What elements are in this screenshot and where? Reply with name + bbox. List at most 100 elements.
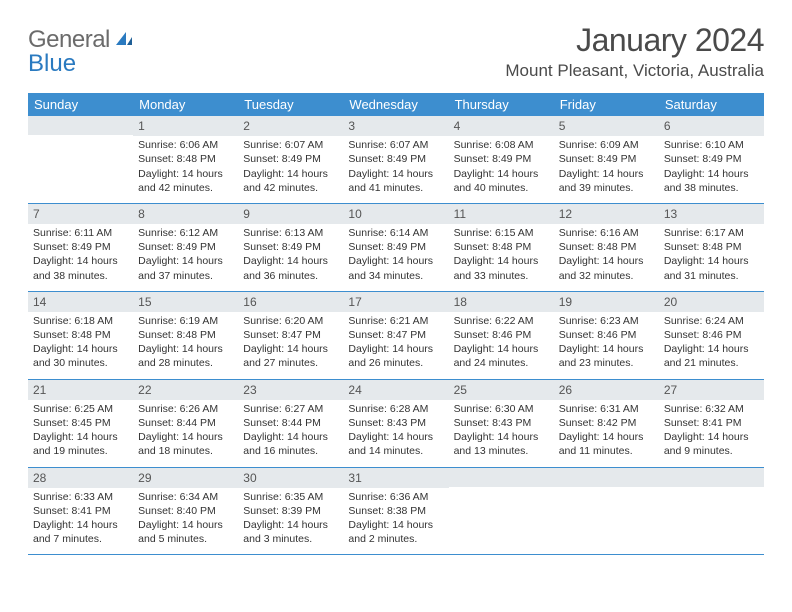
day-detail-line: Sunrise: 6:22 AM [454, 314, 549, 328]
day-detail-line: Daylight: 14 hours and 36 minutes. [243, 254, 338, 282]
calendar-day: 26Sunrise: 6:31 AMSunset: 8:42 PMDayligh… [554, 380, 659, 467]
day-number: 20 [659, 292, 764, 312]
day-detail-line: Sunrise: 6:08 AM [454, 138, 549, 152]
day-number: 9 [238, 204, 343, 224]
calendar-week: 28Sunrise: 6:33 AMSunset: 8:41 PMDayligh… [28, 468, 764, 556]
day-number: 26 [554, 380, 659, 400]
day-detail-line: Sunrise: 6:09 AM [559, 138, 654, 152]
day-detail-line: Daylight: 14 hours and 18 minutes. [138, 430, 233, 458]
calendar-day: 4Sunrise: 6:08 AMSunset: 8:49 PMDaylight… [449, 116, 554, 203]
day-detail-line: Sunset: 8:48 PM [33, 328, 128, 342]
day-detail-line: Sunrise: 6:25 AM [33, 402, 128, 416]
calendar-day: 21Sunrise: 6:25 AMSunset: 8:45 PMDayligh… [28, 380, 133, 467]
day-detail-line: Sunrise: 6:16 AM [559, 226, 654, 240]
calendar-week: 14Sunrise: 6:18 AMSunset: 8:48 PMDayligh… [28, 292, 764, 380]
logo-word-2: Blue [28, 50, 76, 77]
calendar-day: 30Sunrise: 6:35 AMSunset: 8:39 PMDayligh… [238, 468, 343, 555]
day-detail-line: Sunset: 8:46 PM [559, 328, 654, 342]
dow-sunday: Sunday [28, 93, 133, 116]
day-detail-line: Sunset: 8:49 PM [33, 240, 128, 254]
calendar-day: 10Sunrise: 6:14 AMSunset: 8:49 PMDayligh… [343, 204, 448, 291]
calendar-day: 2Sunrise: 6:07 AMSunset: 8:49 PMDaylight… [238, 116, 343, 203]
day-detail: Sunrise: 6:16 AMSunset: 8:48 PMDaylight:… [554, 224, 659, 291]
dow-friday: Friday [554, 93, 659, 116]
day-detail-line: Sunrise: 6:32 AM [664, 402, 759, 416]
dow-thursday: Thursday [449, 93, 554, 116]
day-detail-line: Sunrise: 6:30 AM [454, 402, 549, 416]
day-detail-line: Daylight: 14 hours and 2 minutes. [348, 518, 443, 546]
calendar-day: 25Sunrise: 6:30 AMSunset: 8:43 PMDayligh… [449, 380, 554, 467]
calendar-day [554, 468, 659, 555]
calendar-day: 20Sunrise: 6:24 AMSunset: 8:46 PMDayligh… [659, 292, 764, 379]
calendar-day: 16Sunrise: 6:20 AMSunset: 8:47 PMDayligh… [238, 292, 343, 379]
dow-monday: Monday [133, 93, 238, 116]
day-detail-line: Sunrise: 6:15 AM [454, 226, 549, 240]
calendar-day [449, 468, 554, 555]
logo-sail-icon [115, 31, 133, 47]
day-detail-line: Daylight: 14 hours and 26 minutes. [348, 342, 443, 370]
calendar-day: 1Sunrise: 6:06 AMSunset: 8:48 PMDaylight… [133, 116, 238, 203]
day-number: 31 [343, 468, 448, 488]
day-detail: Sunrise: 6:25 AMSunset: 8:45 PMDaylight:… [28, 400, 133, 467]
calendar-day: 6Sunrise: 6:10 AMSunset: 8:49 PMDaylight… [659, 116, 764, 203]
day-detail: Sunrise: 6:22 AMSunset: 8:46 PMDaylight:… [449, 312, 554, 379]
day-number: 22 [133, 380, 238, 400]
calendar-day: 31Sunrise: 6:36 AMSunset: 8:38 PMDayligh… [343, 468, 448, 555]
day-detail: Sunrise: 6:30 AMSunset: 8:43 PMDaylight:… [449, 400, 554, 467]
day-number: 23 [238, 380, 343, 400]
day-detail [28, 135, 133, 185]
day-detail [659, 487, 764, 537]
day-detail: Sunrise: 6:31 AMSunset: 8:42 PMDaylight:… [554, 400, 659, 467]
day-detail-line: Daylight: 14 hours and 42 minutes. [243, 167, 338, 195]
day-detail: Sunrise: 6:07 AMSunset: 8:49 PMDaylight:… [238, 136, 343, 203]
day-detail-line: Daylight: 14 hours and 38 minutes. [664, 167, 759, 195]
calendar-day [659, 468, 764, 555]
day-detail-line: Sunset: 8:49 PM [243, 240, 338, 254]
day-detail-line: Sunset: 8:44 PM [138, 416, 233, 430]
calendar-day: 14Sunrise: 6:18 AMSunset: 8:48 PMDayligh… [28, 292, 133, 379]
day-detail-line: Sunset: 8:48 PM [138, 152, 233, 166]
day-detail-line: Sunrise: 6:21 AM [348, 314, 443, 328]
day-detail-line: Sunrise: 6:11 AM [33, 226, 128, 240]
day-detail-line: Sunset: 8:45 PM [33, 416, 128, 430]
day-number: 2 [238, 116, 343, 136]
day-number: 28 [28, 468, 133, 488]
day-detail-line: Sunset: 8:49 PM [348, 152, 443, 166]
title-block: January 2024 Mount Pleasant, Victoria, A… [505, 22, 764, 81]
day-detail: Sunrise: 6:13 AMSunset: 8:49 PMDaylight:… [238, 224, 343, 291]
calendar-day: 29Sunrise: 6:34 AMSunset: 8:40 PMDayligh… [133, 468, 238, 555]
day-detail-line: Sunset: 8:47 PM [243, 328, 338, 342]
day-detail-line: Daylight: 14 hours and 31 minutes. [664, 254, 759, 282]
day-detail: Sunrise: 6:20 AMSunset: 8:47 PMDaylight:… [238, 312, 343, 379]
day-detail: Sunrise: 6:27 AMSunset: 8:44 PMDaylight:… [238, 400, 343, 467]
day-detail: Sunrise: 6:36 AMSunset: 8:38 PMDaylight:… [343, 488, 448, 555]
day-number: 27 [659, 380, 764, 400]
day-detail: Sunrise: 6:14 AMSunset: 8:49 PMDaylight:… [343, 224, 448, 291]
day-detail-line: Sunrise: 6:28 AM [348, 402, 443, 416]
day-detail-line: Sunset: 8:49 PM [348, 240, 443, 254]
day-detail-line: Daylight: 14 hours and 24 minutes. [454, 342, 549, 370]
day-detail-line: Sunset: 8:49 PM [138, 240, 233, 254]
day-detail: Sunrise: 6:26 AMSunset: 8:44 PMDaylight:… [133, 400, 238, 467]
day-detail-line: Sunrise: 6:33 AM [33, 490, 128, 504]
day-detail-line: Daylight: 14 hours and 11 minutes. [559, 430, 654, 458]
day-detail-line: Sunset: 8:43 PM [348, 416, 443, 430]
day-detail-line: Sunrise: 6:20 AM [243, 314, 338, 328]
calendar-day: 15Sunrise: 6:19 AMSunset: 8:48 PMDayligh… [133, 292, 238, 379]
day-detail-line: Daylight: 14 hours and 41 minutes. [348, 167, 443, 195]
calendar-day: 3Sunrise: 6:07 AMSunset: 8:49 PMDaylight… [343, 116, 448, 203]
day-detail-line: Daylight: 14 hours and 28 minutes. [138, 342, 233, 370]
dow-tuesday: Tuesday [238, 93, 343, 116]
day-detail-line: Daylight: 14 hours and 39 minutes. [559, 167, 654, 195]
day-number [28, 116, 133, 135]
day-detail-line: Sunset: 8:38 PM [348, 504, 443, 518]
day-detail-line: Daylight: 14 hours and 3 minutes. [243, 518, 338, 546]
calendar-header-row: Sunday Monday Tuesday Wednesday Thursday… [28, 93, 764, 116]
day-detail-line: Sunrise: 6:31 AM [559, 402, 654, 416]
day-number: 15 [133, 292, 238, 312]
calendar-day: 23Sunrise: 6:27 AMSunset: 8:44 PMDayligh… [238, 380, 343, 467]
day-detail-line: Sunrise: 6:07 AM [348, 138, 443, 152]
day-detail-line: Sunrise: 6:12 AM [138, 226, 233, 240]
day-detail-line: Daylight: 14 hours and 37 minutes. [138, 254, 233, 282]
day-detail: Sunrise: 6:34 AMSunset: 8:40 PMDaylight:… [133, 488, 238, 555]
